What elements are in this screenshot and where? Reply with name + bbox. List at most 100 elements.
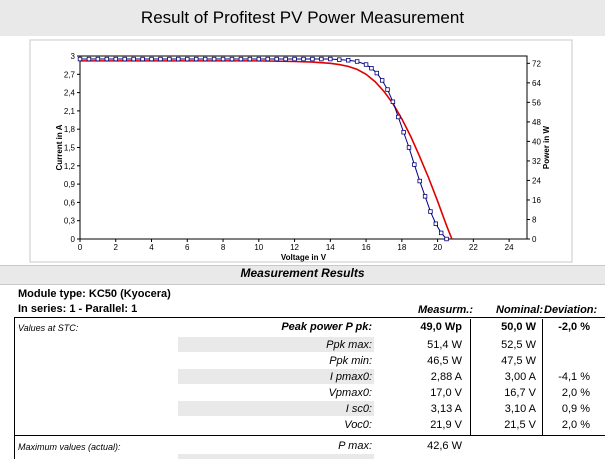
y-tick-label: 0,6 [64,198,76,207]
data-point [319,56,324,62]
y2-tick-label: 40 [532,137,541,146]
ipmax-label: I pmax0: [329,371,372,383]
peak-power-measured: 49,0 Wp [420,321,462,333]
row-shade [178,337,374,352]
data-point [337,57,342,62]
ppk-max-nominal: 52,5 W [501,339,536,351]
x-tick-label: 6 [185,243,190,252]
data-point [140,56,145,62]
y-tick-label: 0 [71,235,76,244]
data-point [176,56,181,62]
y2-axis-label: Power in W [542,126,551,170]
y-tick-label: 0,9 [64,180,76,189]
stc-left-line [14,317,15,435]
data-point [444,236,449,242]
data-point [369,65,374,71]
series-line-reference [80,60,453,240]
nominal-col-divider [542,319,543,435]
ppk-min-label: Ppk min: [329,355,372,367]
measured-col-divider [470,319,471,435]
data-point [310,56,315,62]
module-type: Module type: KC50 (Kyocera) [18,288,171,300]
data-point [131,56,136,62]
data-point [374,70,380,76]
y2-tick-label: 0 [532,235,537,244]
y-tick-label: 1,8 [64,125,76,134]
data-point [345,58,351,63]
x-tick-label: 4 [149,243,154,252]
data-point [396,114,401,120]
x-tick-label: 22 [469,243,478,252]
data-point [185,56,190,62]
data-point [354,59,360,64]
data-point [229,56,235,62]
data-point [438,230,444,236]
vpmax-measured: 17,0 V [430,387,462,399]
data-point [401,130,406,135]
data-point [412,162,417,167]
data-point [122,56,127,62]
x-axis-label: Voltage in V [281,253,327,262]
ppk-max-measured: 51,4 W [427,339,462,351]
data-point [292,56,297,62]
isc-label: I sc0: [345,403,372,415]
data-point [422,194,428,199]
y2-tick-label: 24 [532,176,541,185]
x-tick-label: 20 [433,243,442,252]
vpmax-label: Vpmax0: [328,387,372,399]
y-tick-label: 2,1 [64,107,76,116]
data-point [363,62,369,67]
y2-tick-label: 64 [532,79,541,88]
data-point [158,56,163,62]
data-point [113,56,118,62]
pmax-label: P max: [338,440,372,452]
data-point [433,221,439,226]
data-point [417,178,422,184]
data-point [247,56,253,62]
x-tick-label: 12 [290,243,299,252]
peak-power-nominal: 50,0 W [501,321,536,333]
results-header-bar [0,265,605,284]
y2-tick-label: 72 [532,59,541,68]
vpmax-deviation: 2,0 % [561,387,590,399]
col-deviation-header: Deviation: [544,304,598,316]
voc-label: Voc0: [344,419,372,431]
y-tick-label: 0,3 [64,217,76,226]
y2-tick-label: 8 [532,215,537,224]
data-point [95,56,101,62]
x-tick-label: 2 [114,243,119,252]
x-tick-label: 16 [362,243,371,252]
x-tick-label: 10 [254,243,263,252]
stc-top-line [14,317,605,318]
data-point [406,145,412,150]
data-point [379,78,385,83]
ppk-min-measured: 46,5 W [427,355,462,367]
data-point [428,209,433,214]
peak-power-deviation: -2,0 % [558,321,590,333]
row-shade [178,369,374,384]
vpmax-nominal: 16,7 V [504,387,536,399]
y2-tick-label: 48 [532,118,541,127]
y2-tick-label: 16 [532,196,541,205]
y2-tick-label: 32 [532,157,541,166]
data-point [328,56,333,62]
stc-bottom-line [14,435,605,436]
max-values-label: Maximum values (actual): [18,442,121,452]
ipmax-deviation: -4,1 % [558,371,590,383]
data-point [265,56,270,62]
isc-deviation: 0,9 % [561,403,590,415]
y-tick-label: 2,4 [64,89,76,98]
y-tick-label: 3 [71,52,76,61]
data-point [390,99,396,104]
iv-chart: 0 2 4 6 8 10 12 14 16 18 20 22 2400,30,60,91,21,51,8… [29,39,573,263]
data-point [149,56,154,62]
data-point [202,56,208,62]
data-point [77,56,83,62]
ppk-min-nominal: 47,5 W [501,355,536,367]
x-tick-label: 0 [78,243,83,252]
data-point [256,56,261,62]
x-tick-label: 14 [326,243,335,252]
page-title: Result of Profitest PV Power Measurement [140,8,465,27]
pmax-measured: 42,6 W [427,440,462,452]
data-point [104,56,110,62]
